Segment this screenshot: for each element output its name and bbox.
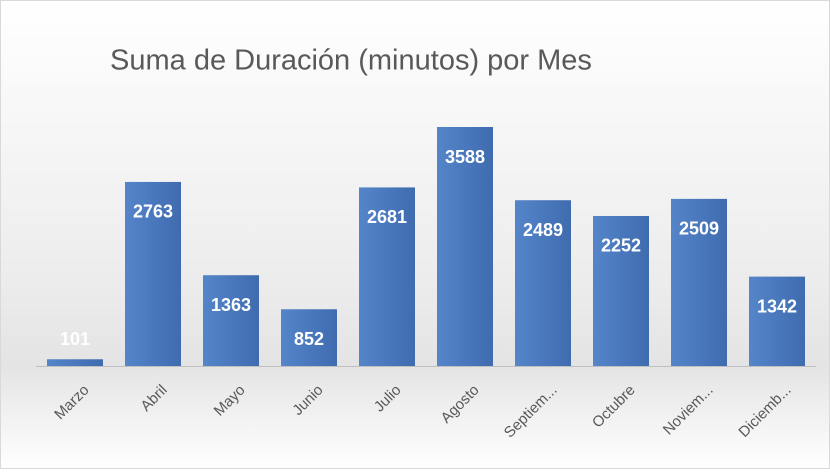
bar bbox=[125, 181, 181, 366]
bar bbox=[671, 198, 727, 366]
data-label: 852 bbox=[294, 329, 324, 349]
data-label: 2763 bbox=[133, 202, 173, 222]
data-label: 2252 bbox=[601, 236, 641, 256]
bar bbox=[281, 309, 337, 366]
data-label: 1342 bbox=[757, 296, 797, 316]
bar bbox=[359, 187, 415, 366]
data-label: 3588 bbox=[445, 147, 485, 167]
data-label: 1363 bbox=[211, 295, 251, 315]
data-label: 2509 bbox=[679, 219, 719, 239]
bar bbox=[47, 359, 103, 366]
bar bbox=[437, 127, 493, 366]
data-label: 2489 bbox=[523, 220, 563, 240]
bar bbox=[515, 200, 571, 366]
bar bbox=[593, 215, 649, 366]
data-label: 2681 bbox=[367, 207, 407, 227]
bar bbox=[749, 276, 805, 366]
data-label: 101 bbox=[60, 329, 90, 349]
chart-title: Suma de Duración (minutos) por Mes bbox=[110, 45, 592, 77]
bar bbox=[203, 275, 259, 366]
